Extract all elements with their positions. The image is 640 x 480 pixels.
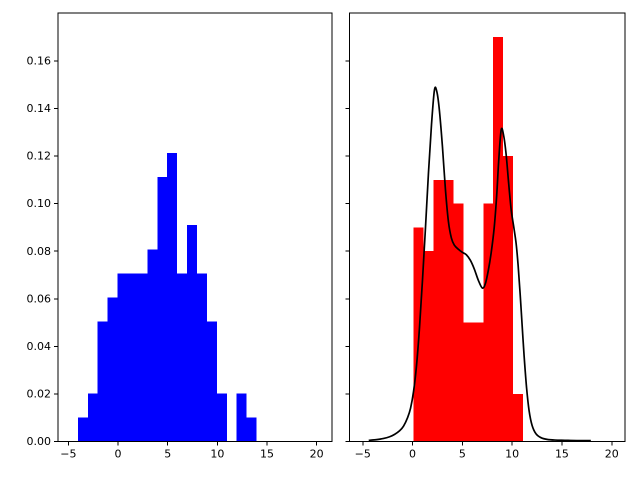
axis-ticks bbox=[54, 60, 318, 446]
x-tick-label: 15 bbox=[260, 448, 274, 461]
histogram-bar bbox=[453, 203, 464, 442]
histogram-bars bbox=[77, 153, 257, 442]
y-tick-label: 0.12 bbox=[27, 150, 52, 163]
histogram-bar bbox=[443, 179, 454, 442]
histogram-bar bbox=[493, 37, 504, 442]
histogram-bar bbox=[423, 251, 434, 442]
histogram-bar bbox=[463, 322, 474, 442]
axis-ticks bbox=[345, 60, 613, 446]
x-tick-label: 5 bbox=[459, 448, 466, 461]
y-tick-label: 0.06 bbox=[27, 292, 52, 305]
histogram-bar bbox=[147, 249, 158, 442]
x-tick-label: 10 bbox=[505, 448, 519, 461]
histogram-bar bbox=[236, 393, 247, 442]
kde-curve bbox=[368, 86, 591, 442]
histogram-bar bbox=[433, 179, 444, 442]
y-tick-label: 0.00 bbox=[27, 435, 52, 448]
histogram-bar bbox=[117, 273, 128, 442]
y-tick-label: 0.14 bbox=[27, 102, 52, 115]
y-tick-label: 0.02 bbox=[27, 388, 52, 401]
histogram-bar bbox=[137, 273, 148, 442]
subplot-right-histogram-with-kde: −5 0 5 10 15 20 bbox=[345, 12, 626, 461]
histogram-bar bbox=[167, 153, 178, 442]
x-tick-label: 10 bbox=[210, 448, 224, 461]
y-tick-label: 0.08 bbox=[27, 245, 52, 258]
histogram-bar bbox=[473, 322, 484, 442]
y-tick-label: 0.10 bbox=[27, 197, 52, 210]
y-tick-label: 0.04 bbox=[27, 340, 52, 353]
histogram-bar bbox=[196, 273, 207, 442]
subplot-left-histogram: −5 0 5 10 15 20 0.00 0.02 0.04 0.06 0.08 0.10 0.12 0.… bbox=[27, 12, 333, 461]
histogram-bar bbox=[157, 177, 168, 442]
histogram-bar bbox=[483, 203, 494, 442]
axes-frame bbox=[57, 12, 333, 442]
x-tick-label: 15 bbox=[555, 448, 569, 461]
histogram-bar bbox=[107, 297, 118, 442]
x-tick-label: −5 bbox=[60, 448, 76, 461]
x-tick-label: 0 bbox=[115, 448, 122, 461]
histogram-bar bbox=[206, 321, 217, 442]
histogram-bar bbox=[87, 393, 98, 442]
x-tick-label: 20 bbox=[310, 448, 324, 461]
histogram-bar bbox=[246, 417, 257, 442]
histogram-bars bbox=[413, 37, 524, 442]
axes-frame bbox=[348, 12, 626, 442]
histogram-bar bbox=[187, 225, 197, 442]
histogram-bar bbox=[216, 393, 227, 442]
x-tick-label: 5 bbox=[164, 448, 171, 461]
histogram-bar bbox=[77, 417, 88, 442]
x-tick-label: −5 bbox=[355, 448, 371, 461]
histogram-bar bbox=[127, 273, 138, 442]
histogram-bar bbox=[97, 321, 108, 442]
histogram-bar bbox=[503, 155, 514, 442]
histogram-bar bbox=[177, 273, 188, 442]
x-tick-label: 20 bbox=[605, 448, 619, 461]
x-tick-label: 0 bbox=[409, 448, 416, 461]
y-tick-label: 0.16 bbox=[27, 54, 52, 67]
histogram-bar bbox=[513, 393, 524, 442]
